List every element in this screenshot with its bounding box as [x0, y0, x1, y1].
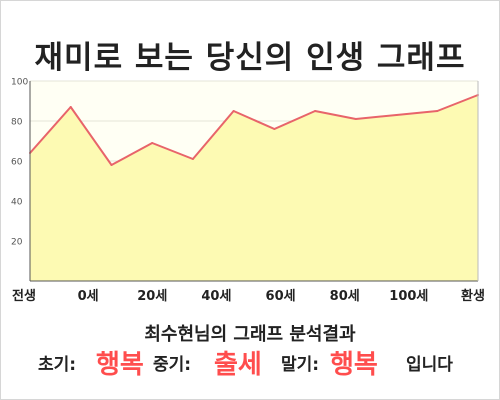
x-tick-label: 40세 — [201, 289, 231, 304]
x-tick-label: 환생 — [461, 288, 485, 304]
early-label: 초기: — [38, 355, 77, 375]
early-value: 행복 — [96, 350, 144, 380]
x-tick-label: 100세 — [389, 289, 428, 304]
y-tick-label: 100 — [11, 78, 28, 88]
x-tick-label: 80세 — [330, 289, 360, 304]
late-value: 행복 — [330, 350, 378, 380]
series-area — [30, 95, 478, 281]
data-point — [191, 158, 194, 160]
data-point — [232, 110, 235, 112]
series-line — [29, 94, 479, 166]
data-point — [395, 114, 398, 116]
middle-value: 출세 — [214, 350, 262, 380]
x-tick-label: 60세 — [266, 289, 296, 304]
data-point — [69, 106, 72, 108]
middle-label: 중기: — [153, 355, 192, 375]
result-summary: 초기: 행복 중기: 출세 말기: 행복 입니다 — [0, 348, 500, 382]
y-tick-label: 80 — [11, 118, 23, 128]
result-heading: 최수현님의 그래프 분석결과 — [144, 324, 356, 345]
x-tick-label: 20세 — [137, 289, 167, 304]
y-tick-label: 20 — [11, 238, 23, 248]
data-point — [354, 118, 357, 120]
data-point — [151, 142, 154, 144]
data-point — [314, 110, 317, 112]
y-tick-label: 60 — [11, 158, 23, 168]
data-point — [110, 164, 113, 166]
data-point — [436, 110, 439, 112]
late-label: 말기: — [281, 355, 320, 375]
y-tick-label: 40 — [11, 198, 23, 208]
data-point — [273, 128, 276, 130]
x-tick-label: 0세 — [78, 289, 99, 304]
result-ending: 입니다 — [406, 355, 453, 375]
x-tick-label: 전생 — [12, 288, 36, 304]
chart-title: 재미로 보는 당신의 인생 그래프 — [34, 40, 466, 76]
